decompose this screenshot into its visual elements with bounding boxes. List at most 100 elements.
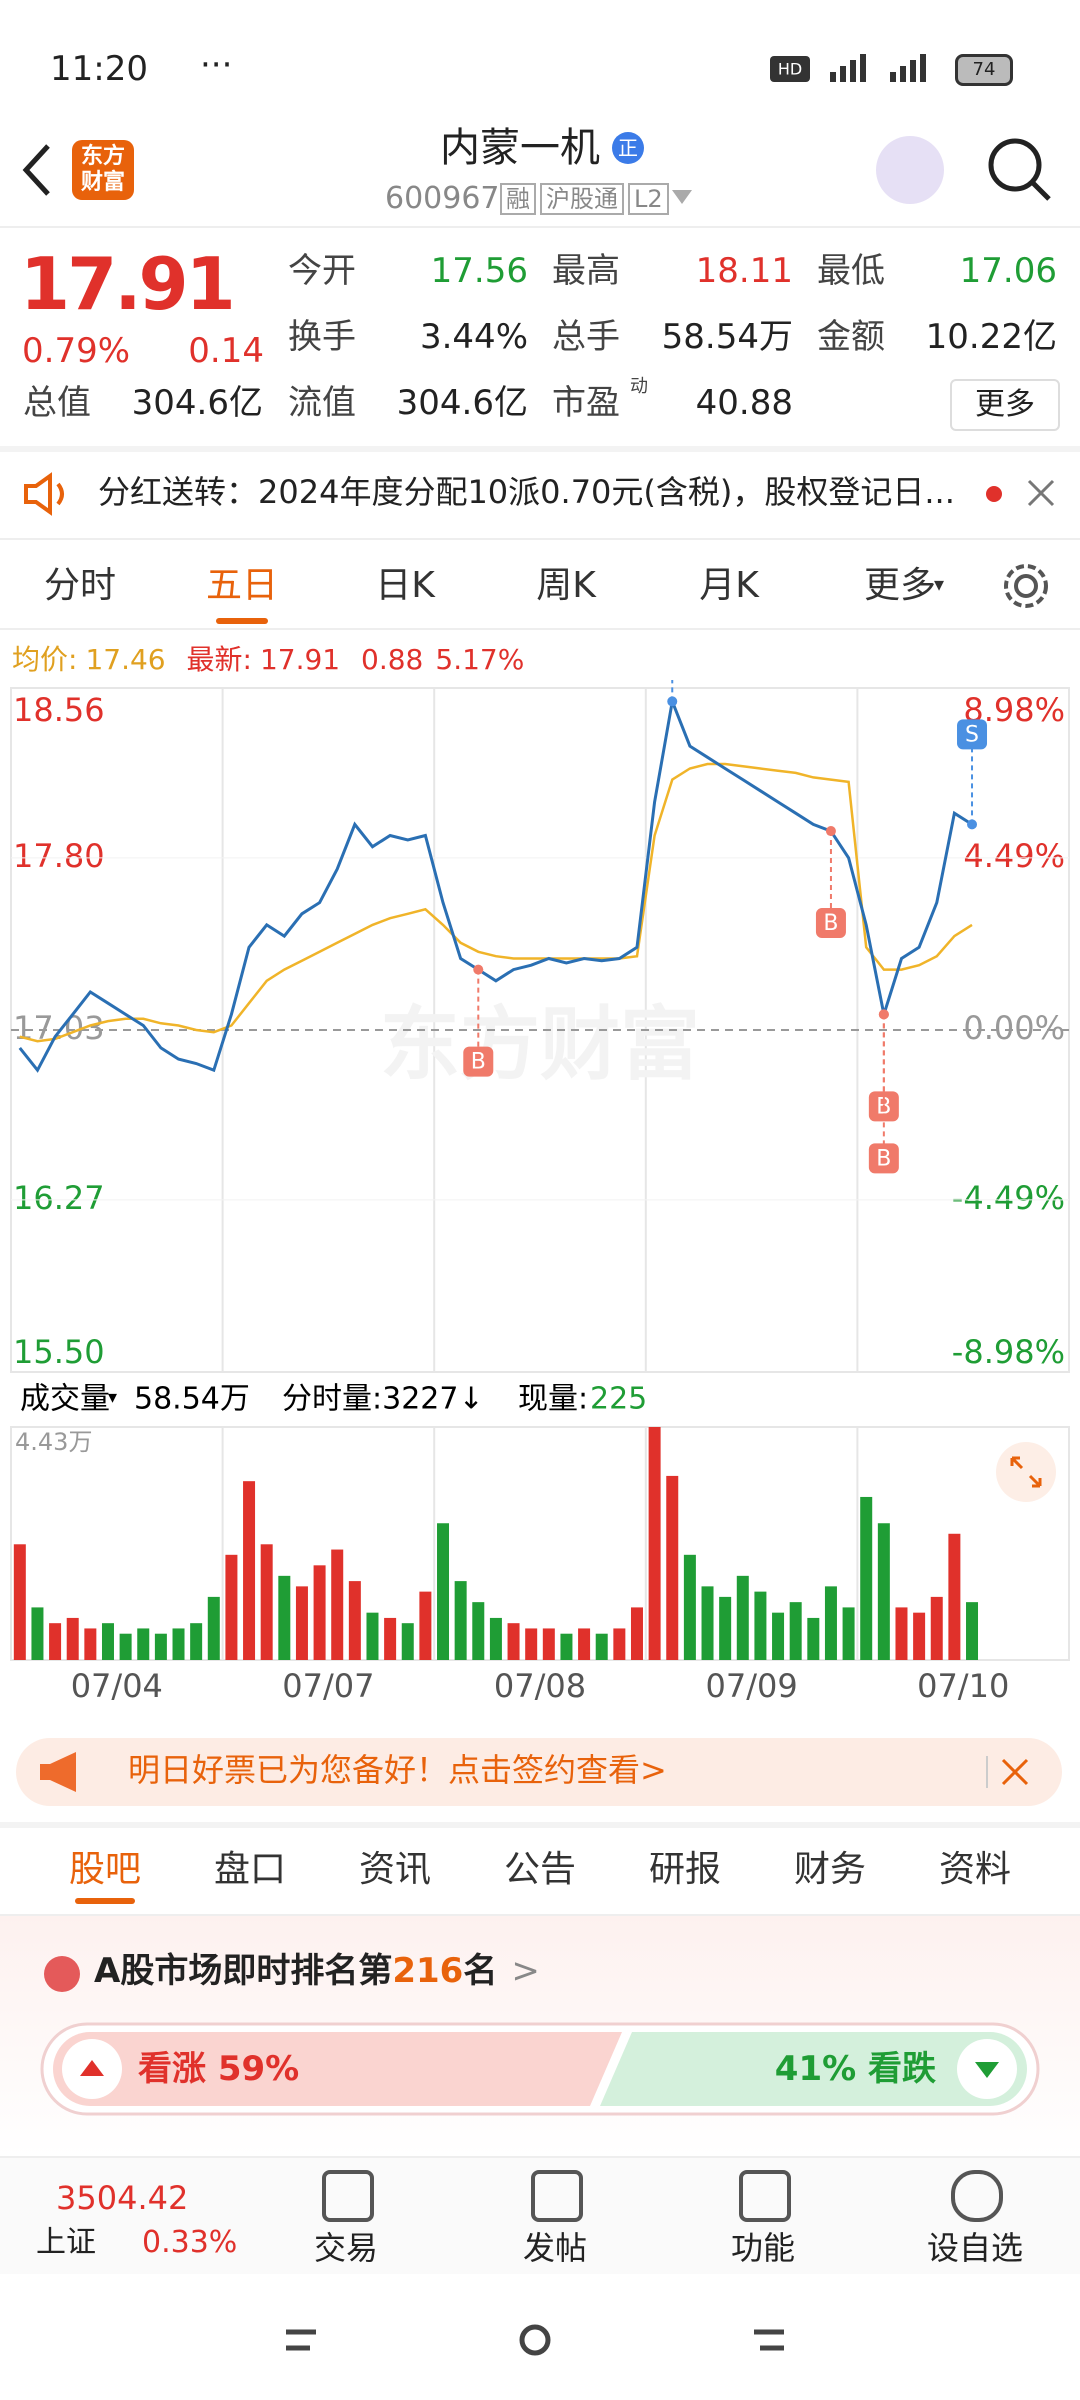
- volume-bar: [948, 1533, 961, 1660]
- tab[interactable]: 月K: [699, 565, 759, 606]
- dropdown[interactable]: [672, 190, 692, 206]
- volume-bar: [225, 1554, 238, 1660]
- notice-text[interactable]: 分红送转：2024年度分配10派0.70元(含税)，股权登记日...: [98, 473, 955, 511]
- x-tick-label: 07/09: [705, 1667, 797, 1705]
- field-value: 3.44%: [419, 317, 528, 357]
- change-pct: 0.79%: [22, 331, 131, 371]
- ad-text[interactable]: 明日好票已为您备好！点击签约查看>: [128, 1751, 667, 1789]
- tab[interactable]: 股吧: [68, 1849, 142, 1890]
- volume-bar: [877, 1523, 890, 1660]
- tab[interactable]: 公告: [503, 1849, 577, 1890]
- system-nav: [0, 2274, 1080, 2400]
- marker-dot: [967, 819, 978, 830]
- volume-bar: [190, 1623, 203, 1660]
- volume-bar: [824, 1586, 837, 1660]
- nav-label[interactable]: 交易: [313, 2229, 379, 2267]
- nav-label[interactable]: 设自选: [926, 2229, 1024, 2267]
- divider: [0, 538, 1080, 540]
- nav-icon[interactable]: [531, 2170, 583, 2222]
- sentiment-bar: [40, 2022, 1040, 2116]
- volume-bar: [101, 1623, 114, 1660]
- tab[interactable]: 更多: [863, 565, 937, 606]
- bear-text[interactable]: 41% 看跌: [774, 2049, 936, 2089]
- last-value: 17.91: [259, 643, 341, 676]
- nav-icon[interactable]: [951, 2170, 1003, 2222]
- logo-line: 东方: [80, 144, 125, 169]
- settings-button[interactable]: [1000, 560, 1052, 612]
- field-value: 18.11: [695, 251, 793, 291]
- marker-badge: [815, 908, 846, 939]
- tab[interactable]: 分时: [43, 565, 117, 606]
- nav-label[interactable]: 发帖: [522, 2229, 588, 2267]
- volume-bar: [842, 1607, 855, 1660]
- x-tick-label: 07/07: [282, 1667, 374, 1705]
- volume-bar: [666, 1475, 679, 1660]
- more-button[interactable]: 更多: [950, 379, 1060, 431]
- system-buttons[interactable]: [0, 2310, 1080, 2370]
- y-tick-label: 17.03: [13, 1009, 105, 1047]
- ad-banner[interactable]: [16, 1738, 1062, 1806]
- last-label: 最新:: [186, 643, 252, 676]
- rank-icon: [44, 1956, 80, 1992]
- chart-legend: 均价: 17.46 最新: 17.91 0.88 5.17%: [12, 646, 524, 674]
- volume-bar: [384, 1617, 397, 1660]
- bull-text[interactable]: 看涨 59%: [138, 2049, 300, 2089]
- tab[interactable]: 资讯: [358, 1849, 432, 1890]
- bottom-nav: [0, 2158, 1080, 2274]
- expand-button: [996, 1442, 1056, 1502]
- volume-total: 58.54万: [134, 1382, 250, 1417]
- tab[interactable]: 日K: [375, 565, 435, 606]
- close-button[interactable]: [1026, 478, 1056, 508]
- search-button[interactable]: [985, 135, 1055, 205]
- marker-label: B: [876, 1146, 891, 1171]
- nav-icon[interactable]: [739, 2170, 791, 2222]
- y2-tick-label: 0.00%: [963, 1009, 1065, 1047]
- volume-bar: [489, 1617, 502, 1660]
- speaker-icon: [24, 472, 64, 516]
- rank-text[interactable]: A股市场即时排名第216名 >: [94, 1951, 540, 1991]
- index-value[interactable]: 3504.42: [56, 2179, 189, 2217]
- field-label: 金额: [817, 317, 885, 357]
- tab[interactable]: 周K: [536, 565, 596, 606]
- volume-bar: [331, 1549, 344, 1660]
- field-value: 17.56: [430, 251, 528, 291]
- divider: [0, 446, 1080, 452]
- x-tick-label: 07/10: [917, 1667, 1009, 1705]
- x-tick-label: 07/08: [494, 1667, 586, 1705]
- volume-bar: [278, 1575, 291, 1660]
- field-label: 流值: [288, 383, 356, 423]
- field-value: 17.06: [959, 251, 1057, 291]
- volume-bar: [31, 1607, 44, 1660]
- tab[interactable]: 研报: [648, 1849, 722, 1890]
- rank-suffix: 名: [463, 1951, 498, 1991]
- back-button[interactable]: [18, 140, 58, 200]
- logo[interactable]: 东方 财富: [72, 140, 134, 200]
- tab[interactable]: 资料: [938, 1849, 1012, 1890]
- volume-bar: [243, 1481, 256, 1660]
- assistant-avatar[interactable]: [876, 136, 944, 204]
- volume-bar: [172, 1628, 185, 1660]
- volume-bar: [313, 1565, 326, 1660]
- rank-prefix: A股市场即时排名第: [94, 1951, 393, 1991]
- volume-bar: [578, 1628, 591, 1660]
- tab[interactable]: 财务: [793, 1849, 867, 1890]
- avg-label: 均价:: [12, 643, 78, 676]
- tab-arrow: ▾: [934, 572, 945, 596]
- nav-label[interactable]: 功能: [730, 2229, 796, 2267]
- nav-icon[interactable]: [322, 2170, 374, 2222]
- ad-close[interactable]: [985, 1756, 1035, 1788]
- divider: [0, 1914, 1080, 1916]
- marker-badge: [957, 719, 988, 750]
- tab-underline: [75, 1898, 135, 1904]
- avg-line: [19, 762, 973, 1043]
- volume-bar: [895, 1607, 908, 1660]
- tab[interactable]: 盘口: [213, 1849, 287, 1890]
- volume-bar: [966, 1602, 979, 1660]
- y-tick-label: 17.80: [13, 837, 105, 875]
- tab[interactable]: 五日: [205, 565, 279, 606]
- field-label: 总值: [23, 383, 91, 423]
- avg-value: 17.46: [85, 643, 166, 676]
- marker-label: B: [823, 911, 838, 936]
